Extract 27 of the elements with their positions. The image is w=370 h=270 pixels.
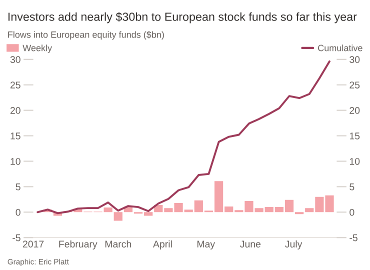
x-tick-label: June	[240, 240, 261, 248]
y-tick-label: 0	[16, 208, 20, 216]
x-tick-label: March	[105, 240, 132, 248]
chart-subtitle: Flows into European equity funds ($bn)	[8, 31, 164, 40]
y-tick-label: -5	[12, 234, 20, 242]
y2-tick-label: 5	[350, 184, 354, 190]
y2-tick-label: 30	[350, 56, 360, 64]
y2-tick-label: 0	[350, 208, 354, 216]
y2-tick-label: 20	[350, 107, 360, 114]
y2-tick-label: -5	[350, 234, 358, 242]
chart-title: Investors add nearly $30bn to European stock funds so far this year	[8, 12, 357, 24]
x-tick-label: 2017	[22, 240, 44, 248]
y2-tick-label: 15	[350, 132, 360, 140]
legend-label: Weekly	[22, 44, 52, 53]
y-tick-label: 15	[10, 132, 20, 140]
x-tick-label: February	[59, 240, 98, 250]
y-tick-label: 20	[10, 107, 20, 114]
y-tick-label: 10	[10, 158, 20, 165]
legend-label: Cumulative	[318, 44, 362, 52]
y-tick-label: 5	[16, 184, 20, 190]
x-tick-label: July	[285, 240, 302, 250]
x-tick-label: April	[153, 240, 172, 250]
x-tick-label: May	[197, 240, 216, 250]
y2-tick-label: 10	[350, 158, 360, 165]
y2-tick-label: 25	[350, 82, 360, 88]
y-tick-label: 25	[10, 82, 20, 88]
y-tick-label: 30	[10, 56, 20, 64]
